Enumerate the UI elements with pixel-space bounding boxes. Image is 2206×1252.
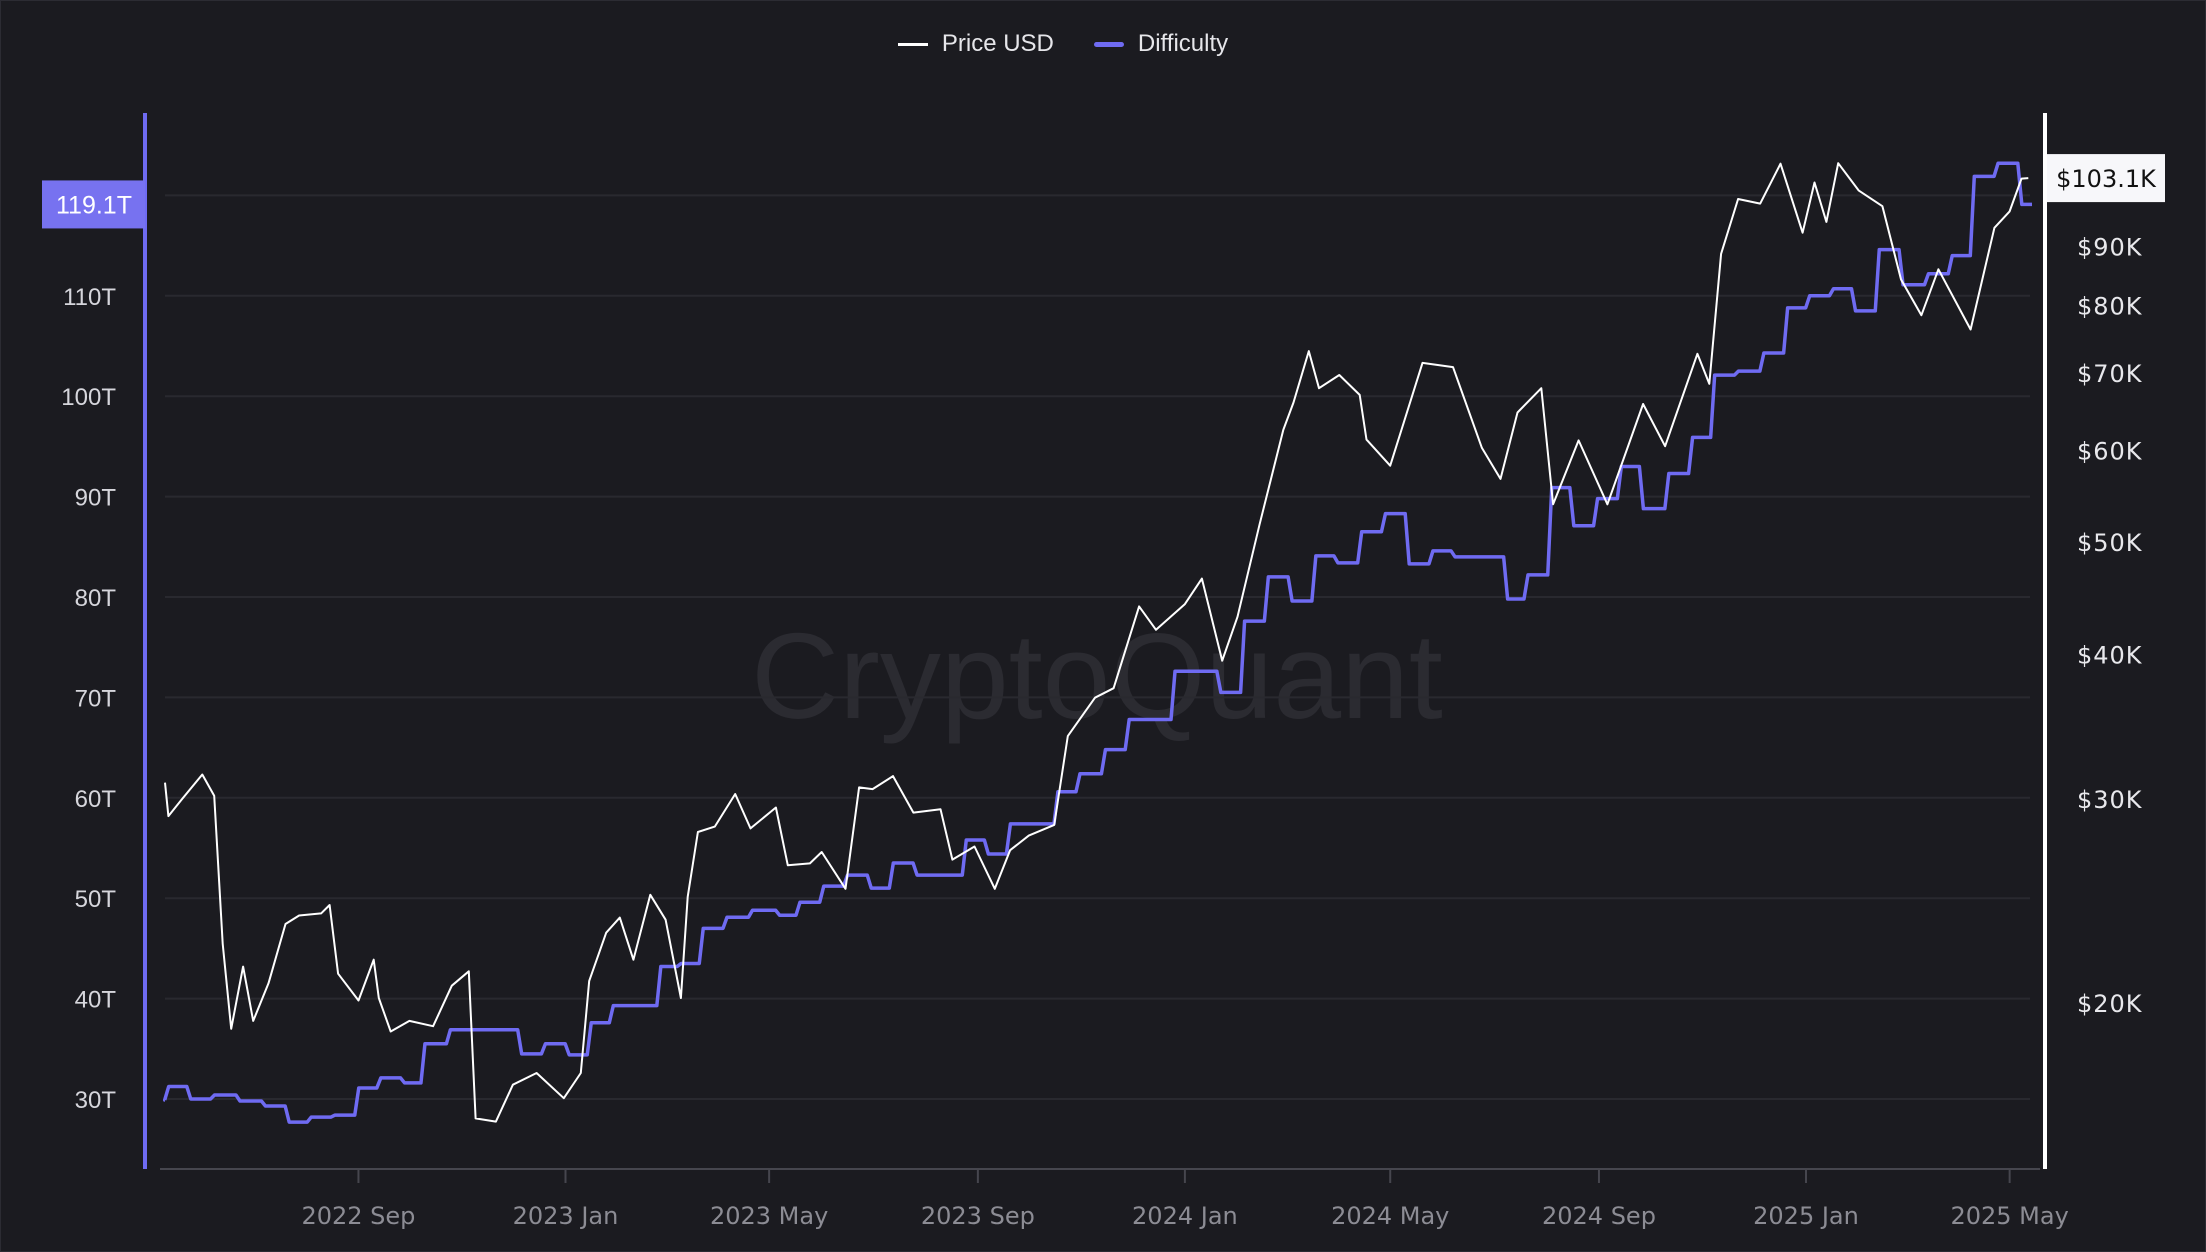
y-left-tick-label: 40T — [75, 987, 117, 1014]
legend-label-difficulty: Difficulty — [1137, 30, 1229, 57]
x-tick-label: 2025 Jan — [1753, 1202, 1859, 1230]
x-axis: 2022 Sep 2023 Jan 2023 May 2023 Sep 2024 Jan… — [160, 1168, 2069, 1230]
difficulty-current-badge — [42, 180, 145, 229]
y-right-tick-label: $70K — [2077, 360, 2143, 388]
difficulty-swatch — [1093, 41, 1124, 47]
y-right-tick-label: $60K — [2077, 437, 2143, 465]
watermark: CryptoQuant — [751, 608, 1443, 744]
current-value-labels: 119.1T $103.1K — [42, 154, 2165, 229]
y-axis-left: 30T 40T 50T 60T 70T 80T 90T 100T 110T — [61, 113, 147, 1169]
y-left-tick-label: 110T — [63, 284, 116, 311]
price-line — [164, 162, 2029, 1123]
legend-item-price[interactable]: Price USD — [897, 30, 1054, 58]
y-left-tick-label: 90T — [75, 485, 117, 512]
x-tick-label: 2023 Sep — [921, 1202, 1035, 1230]
y-left-tick-label: 30T — [75, 1087, 117, 1114]
x-tick-label: 2022 Sep — [301, 1202, 415, 1230]
x-tick-label: 2023 Jan — [513, 1202, 619, 1230]
legend-label-price: Price USD — [941, 30, 1054, 57]
y-left-tick-label: 100T — [61, 384, 116, 411]
x-tick-label: 2025 May — [1950, 1202, 2068, 1230]
y-left-tick-label: 60T — [75, 786, 117, 813]
y-right-tick-label: $40K — [2077, 641, 2143, 669]
y-left-tick-label: 70T — [75, 685, 117, 712]
y-left-tick-label: 50T — [75, 886, 117, 913]
x-tick-label: 2024 May — [1331, 1202, 1449, 1230]
x-tick-label: 2023 May — [710, 1202, 828, 1230]
price-swatch — [897, 42, 928, 46]
y-right-tick-label: $30K — [2077, 786, 2143, 814]
series — [162, 161, 2032, 1124]
legend-item-difficulty[interactable]: Difficulty — [1093, 30, 1229, 58]
y-right-tick-label: $50K — [2077, 529, 2143, 557]
legend: Price USD Difficulty — [0, 30, 2206, 58]
difficulty-current-label: 119.1T — [56, 191, 132, 219]
y-left-tick-label: 80T — [75, 585, 117, 612]
price-current-label: $103.1K — [2056, 165, 2157, 193]
x-tick-label: 2024 Jan — [1132, 1202, 1238, 1230]
y-right-tick-label: $20K — [2077, 990, 2143, 1018]
x-tick-label: 2024 Sep — [1542, 1202, 1656, 1230]
y-right-tick-label: $80K — [2077, 293, 2143, 321]
price-current-badge — [2047, 154, 2165, 203]
y-axis-right: $20K $30K $40K $50K $60K $70K $80K $90K — [2043, 113, 2143, 1169]
y-right-tick-label: $90K — [2077, 233, 2143, 261]
difficulty-line — [162, 161, 2032, 1124]
